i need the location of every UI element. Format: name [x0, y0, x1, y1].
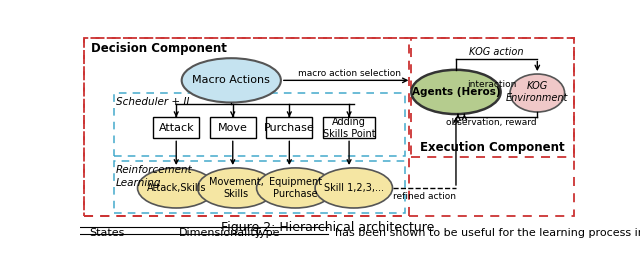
Text: States: States	[89, 228, 124, 238]
Text: Dimensionality: Dimensionality	[179, 228, 262, 238]
Bar	[114, 93, 405, 156]
Bar	[84, 38, 574, 216]
Text: observation, reward: observation, reward	[446, 118, 537, 127]
Text: Agents (Heros): Agents (Heros)	[412, 87, 500, 97]
Ellipse shape	[198, 168, 275, 208]
Text: Purchase: Purchase	[264, 123, 315, 133]
Bar	[154, 117, 199, 138]
Text: Macro Actions: Macro Actions	[193, 75, 270, 85]
Text: Scheduler + IL: Scheduler + IL	[116, 97, 193, 107]
Text: Type: Type	[253, 228, 279, 238]
Text: KOG
Environment: KOG Environment	[506, 81, 568, 103]
Text: has been shown to be useful for the learning process in: has been shown to be useful for the lear…	[335, 228, 640, 238]
Text: interaction: interaction	[467, 80, 516, 89]
Text: Move: Move	[218, 123, 248, 133]
Ellipse shape	[510, 74, 564, 112]
Bar	[84, 38, 409, 216]
Text: Attack: Attack	[159, 123, 194, 133]
Bar	[210, 117, 255, 138]
Text: Attack,Skills: Attack,Skills	[147, 183, 206, 193]
Text: Execution Component: Execution Component	[420, 141, 565, 154]
Text: KOG action: KOG action	[469, 47, 524, 57]
Text: Movement,
Skills: Movement, Skills	[209, 177, 264, 199]
Text: Skill 1,2,3,...: Skill 1,2,3,...	[324, 183, 384, 193]
Text: Equipment
Purchase: Equipment Purchase	[269, 177, 322, 199]
Bar	[114, 161, 405, 213]
Bar	[412, 38, 574, 157]
Text: macro action selection: macro action selection	[298, 69, 401, 78]
Ellipse shape	[412, 70, 500, 114]
Ellipse shape	[315, 168, 392, 208]
Bar	[323, 117, 375, 138]
Ellipse shape	[257, 168, 334, 208]
Text: Reinforcement
Learning: Reinforcement Learning	[116, 165, 193, 188]
Bar	[266, 117, 312, 138]
Ellipse shape	[182, 58, 281, 102]
Text: refined action: refined action	[393, 192, 456, 201]
Ellipse shape	[138, 168, 215, 208]
Text: Adding
Skills Point: Adding Skills Point	[323, 117, 376, 139]
Text: Figure 2: Hierarchical architecture: Figure 2: Hierarchical architecture	[221, 221, 435, 234]
Text: Decision Component: Decision Component	[91, 42, 227, 55]
